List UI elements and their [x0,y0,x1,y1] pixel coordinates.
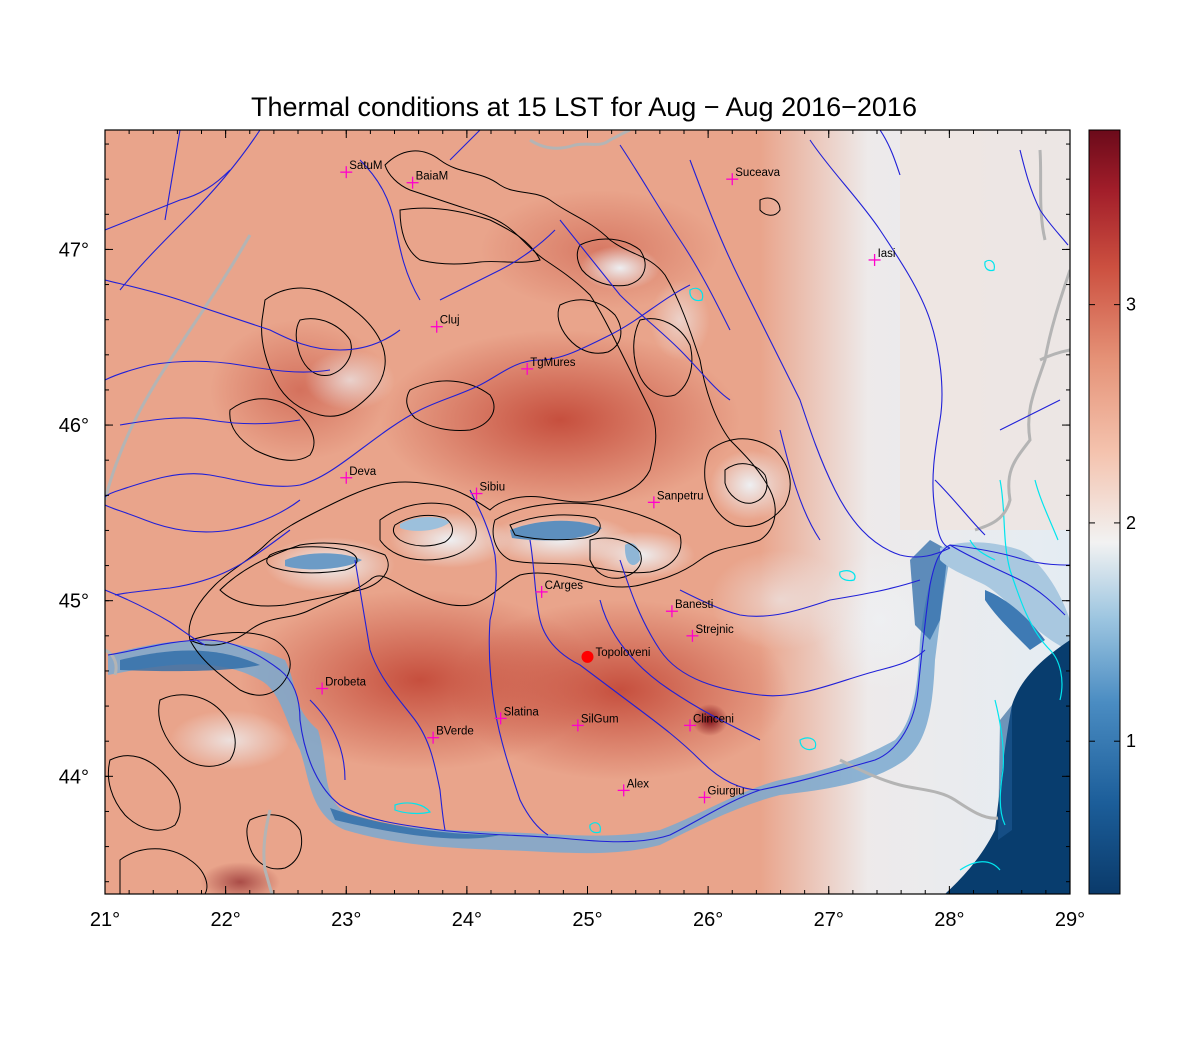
rivers [105,130,1070,843]
station-label: Giurgiu [708,785,745,797]
longitude-labels: 21° 22° 23° 24° 25° 26° 27° 28° 29° [90,909,1085,931]
lon-tick-label: 29° [1055,909,1085,931]
station-drobeta: Drobeta [316,677,367,695]
colorbar-tick-label: 2 [1126,513,1136,533]
station-strejnic: Strejnic [686,624,734,642]
station-label: Clinceni [693,713,734,725]
colorbar: 1 2 3 [1088,129,1136,895]
station-label: Cluj [440,315,460,327]
lon-tick-label: 27° [814,909,844,931]
station-silgum: SilGum [571,713,619,732]
station-clinceni: Clinceni [684,713,734,732]
colorbar-tick-label: 3 [1126,295,1136,315]
highlight-station-dot [581,650,594,663]
lat-tick-label: 45° [59,591,89,613]
lat-tick-label: 47° [59,239,89,261]
station-giurgiu: Giurgiu [698,785,745,804]
station-label: Alex [627,778,650,790]
station-label: Iasi [878,248,896,260]
station-label: BaiaM [416,171,449,183]
station-label: Sanpetru [657,490,704,502]
station-label: SilGum [581,713,619,725]
country-borders [105,130,1070,894]
station-label: Banesti [675,599,713,611]
station-label: Suceava [735,167,780,179]
station-label: BVerde [436,726,474,738]
station-label: Topoloveni [596,647,651,659]
stations-layer: SatuM BaiaM Suceava Iasi Cluj TgMures Deva Sibi… [316,160,896,804]
station-label: Slatina [504,706,540,718]
station-alex: Alex [617,778,650,797]
station-label: SatuM [349,160,382,172]
station-slatina: Slatina [494,706,540,725]
thermal-field [105,130,1070,894]
station-deva: Deva [340,466,377,484]
lakes [394,259,1063,871]
lon-tick-label: 21° [90,909,120,931]
station-sanpetru: Sanpetru [647,490,704,509]
terrain-contours [107,150,791,894]
latitude-labels: 44° 45° 46° 47° [59,239,89,788]
lon-tick-label: 24° [452,909,482,931]
station-iasi: Iasi [868,248,896,266]
lon-tick-label: 25° [572,909,602,931]
station-topoloveni: Topoloveni [581,647,651,663]
station-label: TgMures [530,357,576,369]
station-suceava: Suceava [726,167,781,186]
station-label: CArges [545,580,584,592]
lon-tick-label: 23° [331,909,361,931]
station-satum: SatuM [340,160,383,179]
colorbar-gradient [1088,129,1121,895]
station-label: Drobeta [325,677,367,689]
colorbar-tick-label: 1 [1126,731,1136,751]
station-tgmures: TgMures [521,357,576,375]
station-baiam: BaiaM [406,171,449,189]
station-label: Strejnic [695,624,734,636]
axis-ticks [104,130,1071,894]
colorbar-ticks: 1 2 3 [1089,295,1136,751]
station-bverde: BVerde [427,726,474,744]
station-sibiu: Sibiu [470,482,506,500]
lat-tick-label: 44° [59,766,89,788]
station-label: Sibiu [480,482,506,494]
lon-tick-label: 26° [693,909,723,931]
station-banesti: Banesti [665,599,713,618]
station-cluj: Cluj [430,315,460,333]
lon-tick-label: 22° [211,909,241,931]
station-carges: CArges [535,580,584,598]
station-label: Deva [349,466,376,478]
map-title: Thermal conditions at 15 LST for Aug − A… [251,92,917,122]
lat-tick-label: 46° [59,415,89,437]
lon-tick-label: 28° [934,909,964,931]
